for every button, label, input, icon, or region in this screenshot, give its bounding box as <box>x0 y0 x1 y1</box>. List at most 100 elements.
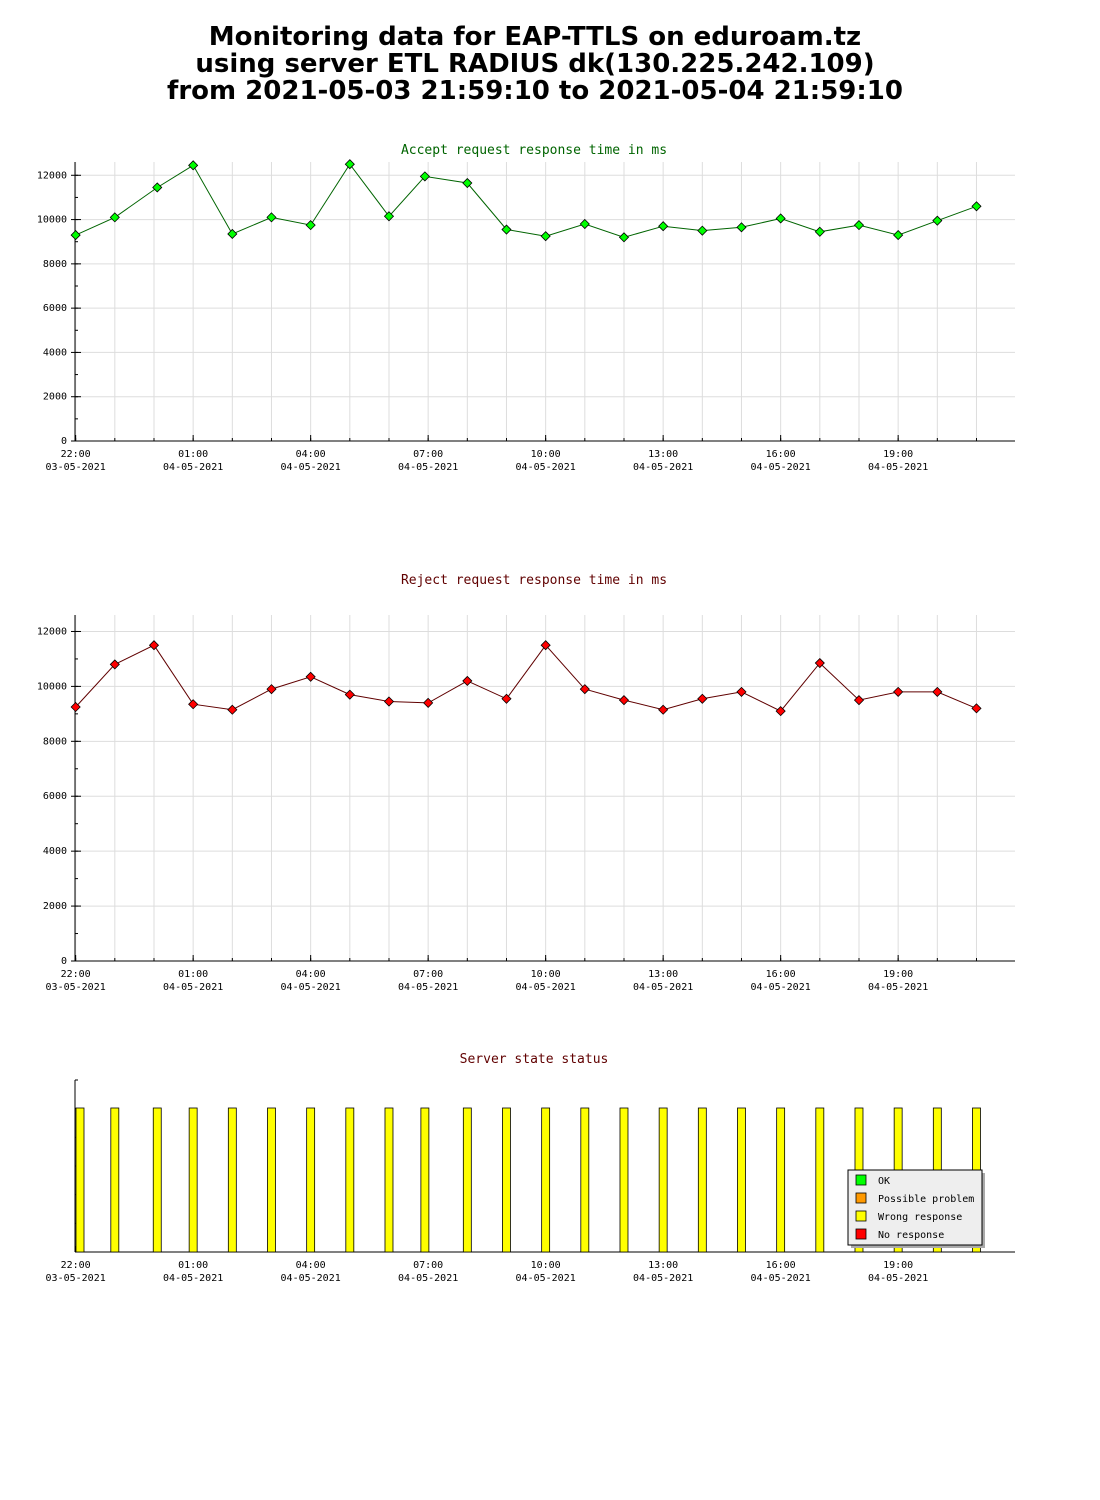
data-point <box>618 695 630 706</box>
x-tick-date: 04-05-2021 <box>163 982 223 993</box>
x-tick-date: 04-05-2021 <box>516 1273 576 1284</box>
data-point <box>109 212 120 223</box>
accept-response-chart: Accept request response time in ms 0 2000 4… <box>37 143 1015 473</box>
x-tick-time: 19:00 <box>883 1260 913 1271</box>
data-point <box>697 693 708 704</box>
status-bar <box>462 1107 472 1253</box>
data-point <box>227 704 238 715</box>
legend-label: OK <box>878 1176 890 1187</box>
x-tick-time: 01:00 <box>178 1260 208 1271</box>
x-tick-date: 04-05-2021 <box>633 462 693 473</box>
x-tick-time: 22:00 <box>61 449 91 460</box>
x-tick-time: 01:00 <box>178 449 208 460</box>
chart-title: Reject request response time in ms <box>401 573 667 588</box>
data-point <box>188 699 199 710</box>
x-tick-date: 04-05-2021 <box>163 462 223 473</box>
data-point <box>775 706 786 717</box>
status-bar <box>658 1107 668 1253</box>
data-point <box>658 221 669 232</box>
x-tick-date: 04-05-2021 <box>398 982 458 993</box>
legend-swatch <box>855 1192 867 1204</box>
x-tick-date: 04-05-2021 <box>868 982 928 993</box>
x-tick-time: 07:00 <box>413 969 443 980</box>
x-tick-date: 04-05-2021 <box>516 982 576 993</box>
status-bar <box>188 1107 198 1253</box>
data-point <box>70 701 81 713</box>
x-tick-date: 04-05-2021 <box>281 462 341 473</box>
x-tick-time: 13:00 <box>648 1260 678 1271</box>
x-tick-date: 03-05-2021 <box>46 462 106 473</box>
data-point <box>344 689 355 700</box>
data-point <box>814 657 825 669</box>
x-tick-time: 16:00 <box>766 1260 796 1271</box>
x-tick-time: 19:00 <box>883 969 913 980</box>
status-bar <box>502 1107 511 1253</box>
x-tick-time: 04:00 <box>296 969 326 980</box>
legend-swatch <box>855 1174 867 1186</box>
x-tick-date: 04-05-2021 <box>868 1273 928 1284</box>
data-point <box>618 232 630 243</box>
page-title: Monitoring data for EAP-TTLS on eduroam.… <box>0 24 1070 105</box>
data-point <box>893 686 904 697</box>
data-point <box>227 228 238 240</box>
x-tick-time: 10:00 <box>531 969 561 980</box>
x-tick-time: 07:00 <box>413 449 443 460</box>
y-tick-label: 12000 <box>37 626 67 637</box>
status-bar <box>227 1107 237 1253</box>
data-point <box>697 225 708 236</box>
data-point <box>344 159 355 170</box>
status-bar <box>345 1107 355 1253</box>
status-bar <box>697 1107 707 1253</box>
data-point <box>932 686 943 697</box>
x-tick-date: 03-05-2021 <box>46 1273 106 1284</box>
x-tick-time: 04:00 <box>296 1260 326 1271</box>
x-tick-time: 13:00 <box>648 969 678 980</box>
y-tick-label: 2000 <box>43 392 67 403</box>
data-point <box>188 160 199 171</box>
x-tick-time: 13:00 <box>648 449 678 460</box>
x-tick-date: 04-05-2021 <box>633 982 693 993</box>
data-point <box>462 177 473 189</box>
data-point <box>305 671 316 682</box>
x-tick-date: 04-05-2021 <box>516 462 576 473</box>
legend-label: No response <box>878 1230 944 1241</box>
series-line <box>75 644 977 712</box>
data-point <box>501 224 512 235</box>
data-point <box>932 215 943 226</box>
chart-title: Accept request response time in ms <box>401 143 667 158</box>
data-point <box>419 171 430 182</box>
status-bar <box>384 1107 394 1253</box>
x-tick-date: 03-05-2021 <box>46 982 106 993</box>
x-tick-time: 16:00 <box>766 969 796 980</box>
status-bar <box>75 1107 85 1253</box>
data-point <box>658 704 669 715</box>
legend-swatch <box>855 1210 867 1222</box>
data-point <box>853 220 865 231</box>
legend-label: Wrong response <box>878 1212 962 1223</box>
data-point <box>579 218 590 230</box>
data-point <box>736 686 747 697</box>
y-tick-label: 10000 <box>37 215 67 226</box>
status-bar <box>737 1107 746 1253</box>
x-tick-time: 19:00 <box>883 449 913 460</box>
y-tick-label: 8000 <box>43 259 67 270</box>
x-tick-time: 04:00 <box>296 449 326 460</box>
x-tick-time: 10:00 <box>531 1260 561 1271</box>
x-tick-date: 04-05-2021 <box>751 1273 811 1284</box>
status-bar <box>267 1107 276 1253</box>
status-bar <box>776 1107 786 1253</box>
data-point <box>501 693 512 704</box>
data-point <box>893 230 904 241</box>
data-point <box>148 640 160 651</box>
reject-response-chart: Reject request response time in ms 0 2000 4… <box>37 573 1015 993</box>
server-state-chart: Server state status 22:00 03-05-2021 01:00 0… <box>46 1052 1015 1284</box>
status-bar <box>152 1107 162 1253</box>
status-bar <box>110 1107 120 1253</box>
x-tick-time: 22:00 <box>61 1260 91 1271</box>
legend-label: Possible problem <box>878 1194 974 1205</box>
title-line-2: using server ETL RADIUS dk(130.225.242.1… <box>195 49 875 79</box>
x-tick-time: 07:00 <box>413 1260 443 1271</box>
chart-title: Server state status <box>460 1052 609 1067</box>
data-point <box>579 684 590 695</box>
